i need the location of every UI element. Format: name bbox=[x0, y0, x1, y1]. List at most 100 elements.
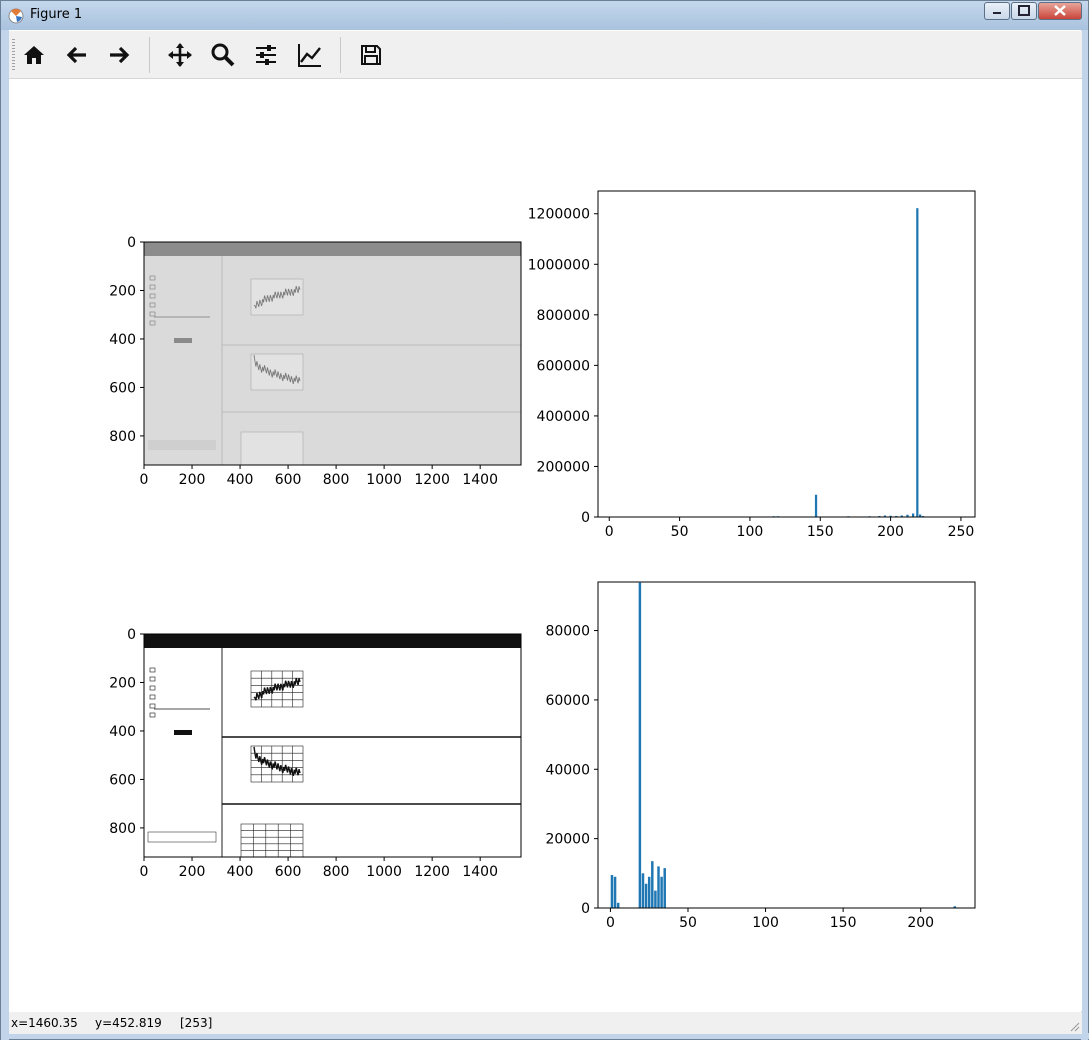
back-icon bbox=[66, 46, 86, 64]
image-checkbox bbox=[149, 275, 156, 281]
mini-plot-frame bbox=[250, 745, 304, 783]
home-button[interactable] bbox=[19, 40, 49, 70]
histogram-bar bbox=[651, 861, 654, 908]
pan-button[interactable] bbox=[165, 40, 195, 70]
x-tick-label: 50 bbox=[671, 524, 689, 540]
mini-plot-frame bbox=[240, 431, 304, 466]
edit-axis-button[interactable] bbox=[295, 40, 325, 70]
histogram-axes-1: 0 50 100 150 200 250 0 200000 400000 600000 800000… bbox=[528, 190, 976, 540]
y-tick-label: 1000000 bbox=[528, 257, 590, 273]
y-tick-label: 200 bbox=[109, 675, 136, 691]
histogram-bar bbox=[663, 868, 666, 908]
histogram-bar bbox=[895, 515, 898, 517]
x-tick-label: 200 bbox=[877, 524, 904, 540]
y-tick-label: 800 bbox=[109, 821, 136, 837]
histogram-bar bbox=[916, 208, 919, 517]
image-axes-frame bbox=[143, 633, 522, 858]
x-tick-label: 1400 bbox=[462, 864, 498, 880]
histogram-bar bbox=[919, 514, 922, 517]
y-tick-label: 400000 bbox=[537, 409, 590, 425]
image-checkbox bbox=[149, 284, 156, 290]
image-checkbox bbox=[149, 685, 156, 691]
mini-plot-line bbox=[253, 677, 301, 701]
x-tick-label: 150 bbox=[807, 524, 834, 540]
y-tick-label: 60000 bbox=[545, 693, 590, 709]
x-tick-label: 1000 bbox=[366, 472, 402, 488]
x-tick-label: 100 bbox=[737, 524, 764, 540]
y-tick-label: 0 bbox=[127, 235, 136, 251]
configure-subplots-button[interactable] bbox=[251, 40, 281, 70]
x-tick-label: 0 bbox=[605, 524, 614, 540]
forward-button[interactable] bbox=[104, 40, 134, 70]
window-title: Figure 1 bbox=[30, 7, 83, 22]
y-tick-label: 600 bbox=[109, 772, 136, 788]
y-tick-label: 80000 bbox=[545, 624, 590, 640]
image-footer-box bbox=[148, 440, 216, 450]
histogram-bar bbox=[657, 866, 660, 908]
y-tick-label: 0 bbox=[127, 627, 136, 643]
minimize-icon bbox=[993, 12, 1001, 14]
histogram-frame bbox=[597, 581, 976, 909]
histogram-bar bbox=[638, 582, 642, 908]
histogram-bar bbox=[889, 515, 892, 517]
figure-canvas[interactable]: 0 200 400 600 800 1000 1200 1400 0 200 400 600 800 0 5… bbox=[9, 79, 1082, 1011]
zoom-button[interactable] bbox=[208, 40, 238, 70]
mini-plot-line bbox=[253, 354, 301, 385]
image-header-band bbox=[144, 634, 521, 648]
histogram-bar bbox=[641, 873, 645, 908]
zoom-icon bbox=[211, 43, 235, 67]
configure-subplots-icon bbox=[256, 45, 276, 65]
y-tick-label: 400 bbox=[109, 332, 136, 348]
mini-plot-frame bbox=[240, 823, 304, 858]
toolbar-separator bbox=[340, 37, 341, 73]
x-tick-label: 1200 bbox=[414, 864, 450, 880]
image-checkbox bbox=[149, 293, 156, 299]
save-button[interactable] bbox=[356, 40, 386, 70]
image-checkbox bbox=[149, 667, 156, 673]
histogram-bar bbox=[911, 513, 915, 517]
maximize-button[interactable] bbox=[1011, 2, 1037, 20]
image-checkbox bbox=[149, 676, 156, 682]
y-tick-label: 0 bbox=[581, 901, 590, 917]
x-tick-label: 200 bbox=[907, 915, 934, 931]
forward-icon bbox=[110, 46, 130, 64]
x-tick-label: 800 bbox=[323, 864, 350, 880]
pan-icon bbox=[168, 43, 192, 67]
histogram-frame bbox=[597, 190, 976, 518]
minimize-button[interactable] bbox=[984, 2, 1010, 20]
histogram-background bbox=[598, 191, 975, 517]
image-footer-box bbox=[147, 831, 217, 843]
status-bar: x=1460.35 y=452.819 [253] bbox=[9, 1012, 1082, 1034]
toolbar-grip[interactable] bbox=[12, 39, 15, 71]
x-tick-label: 1000 bbox=[366, 864, 402, 880]
x-tick-label: 0 bbox=[140, 864, 149, 880]
back-button[interactable] bbox=[62, 40, 92, 70]
y-tick-label: 600 bbox=[109, 380, 136, 396]
histogram-bar bbox=[644, 883, 648, 908]
toolbar-separator bbox=[149, 37, 150, 73]
maximize-icon bbox=[1018, 5, 1030, 16]
histogram-bar bbox=[610, 875, 614, 908]
close-button[interactable] bbox=[1038, 2, 1082, 20]
status-x: x=1460.35 bbox=[11, 1016, 78, 1030]
title-bar: Figure 1 bbox=[1, 1, 1088, 30]
histogram-bar bbox=[878, 515, 881, 517]
image-checkbox bbox=[149, 694, 156, 700]
x-tick-label: 1400 bbox=[462, 472, 498, 488]
image-button bbox=[174, 730, 192, 735]
image-checkbox bbox=[149, 311, 156, 317]
x-tick-label: 600 bbox=[275, 864, 302, 880]
y-tick-label: 800 bbox=[109, 429, 136, 445]
y-tick-label: 800000 bbox=[537, 308, 590, 324]
histogram-bar bbox=[921, 515, 925, 517]
window-frame-left bbox=[1, 30, 9, 1040]
window-frame-bottom bbox=[1, 1033, 1089, 1039]
y-tick-label: 600000 bbox=[537, 358, 590, 374]
close-icon bbox=[1054, 5, 1066, 16]
image-checkbox bbox=[149, 703, 156, 709]
x-tick-label: 200 bbox=[179, 472, 206, 488]
resize-grip-icon[interactable] bbox=[1068, 1020, 1080, 1032]
edit-axis-icon bbox=[298, 44, 321, 67]
